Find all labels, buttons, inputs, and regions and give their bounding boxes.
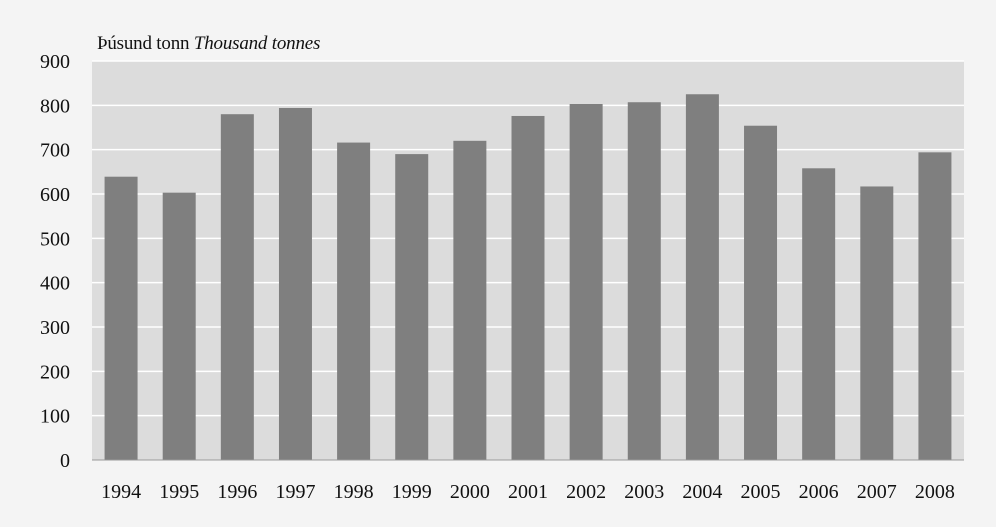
x-tick-label: 2003 bbox=[624, 481, 664, 503]
y-tick-label: 100 bbox=[40, 406, 70, 428]
x-tick-label: 2007 bbox=[857, 481, 897, 503]
bar-1999 bbox=[395, 154, 429, 460]
bar-2003 bbox=[627, 102, 661, 460]
x-tick-label: 1998 bbox=[334, 481, 374, 503]
y-tick-label: 400 bbox=[40, 273, 70, 295]
x-tick-label: 2005 bbox=[741, 481, 781, 503]
y-tick-label: 800 bbox=[40, 95, 70, 117]
bar-1998 bbox=[337, 142, 371, 460]
y-tick-label: 0 bbox=[60, 450, 70, 472]
x-tick-label: 1999 bbox=[392, 481, 432, 503]
bar-1995 bbox=[162, 192, 196, 461]
bar-2005 bbox=[744, 125, 778, 460]
x-tick-label: 2002 bbox=[566, 481, 606, 503]
bar-2007 bbox=[860, 186, 894, 460]
x-tick-label: 2004 bbox=[682, 481, 722, 503]
bar-2002 bbox=[569, 104, 603, 460]
unit-label: Þúsund tonn Thousand tonnes bbox=[97, 33, 320, 55]
y-tick-label: 300 bbox=[40, 317, 70, 339]
y-tick-label: 900 bbox=[40, 51, 70, 73]
x-tick-label: 2000 bbox=[450, 481, 490, 503]
bar-1994 bbox=[104, 176, 138, 460]
x-tick-label: 1996 bbox=[217, 481, 257, 503]
x-tick-label: 2008 bbox=[915, 481, 955, 503]
bar-1996 bbox=[220, 114, 254, 460]
y-tick-label: 200 bbox=[40, 361, 70, 383]
x-tick-label: 2001 bbox=[508, 481, 548, 503]
y-tick-label: 700 bbox=[40, 140, 70, 162]
bar-2000 bbox=[453, 140, 487, 461]
y-tick-label: 500 bbox=[40, 228, 70, 250]
bar-1997 bbox=[278, 107, 312, 461]
x-tick-label: 1994 bbox=[101, 481, 141, 503]
bar-2004 bbox=[685, 94, 719, 460]
x-tick-label: 2006 bbox=[799, 481, 839, 503]
x-tick-label: 1997 bbox=[275, 481, 315, 503]
bar-2008 bbox=[918, 152, 952, 460]
bar-2001 bbox=[511, 115, 545, 460]
y-tick-label: 600 bbox=[40, 184, 70, 206]
bar-2006 bbox=[802, 168, 836, 461]
unit-label-icelandic: Þúsund tonn bbox=[97, 33, 190, 54]
x-tick-label: 1995 bbox=[159, 481, 199, 503]
unit-label-english: Thousand tonnes bbox=[193, 33, 321, 54]
